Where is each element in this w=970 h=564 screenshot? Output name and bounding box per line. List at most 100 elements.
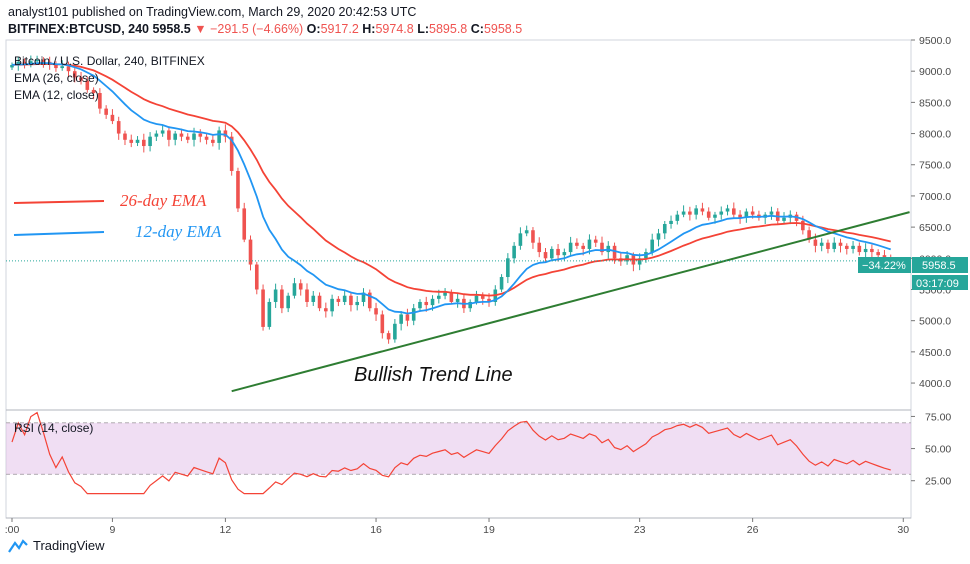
candle-body <box>248 239 253 265</box>
candle-body <box>160 130 165 134</box>
candle-body <box>512 245 516 259</box>
price-badge-text: 5958.5 <box>922 260 956 272</box>
candle-body <box>870 248 874 253</box>
candle-body <box>399 314 403 324</box>
candle-body <box>430 298 435 306</box>
candle-body <box>612 245 617 259</box>
candle-body <box>129 139 134 143</box>
candle-body <box>506 258 510 278</box>
candle-body <box>694 208 698 215</box>
candle-body <box>719 211 724 215</box>
candle-body <box>443 292 447 296</box>
time-tick-label: :00 <box>5 524 20 536</box>
candle-body <box>449 292 454 302</box>
close-value: 5958.5 <box>483 22 523 36</box>
candle-body <box>518 233 523 246</box>
candle-body <box>148 136 152 147</box>
candle-body <box>380 314 385 334</box>
candle-body <box>22 61 27 64</box>
time-tick-label: 12 <box>220 524 232 536</box>
candle-body <box>211 139 215 143</box>
rsi-legend: RSI (14, close) <box>14 421 93 435</box>
candle-body <box>223 130 228 137</box>
candle-body <box>637 258 642 265</box>
price-tick-label: 6500.0 <box>919 222 951 234</box>
countdown-badge <box>912 275 968 290</box>
candle-body <box>179 133 184 137</box>
rsi-tick-label: 75.00 <box>925 411 951 423</box>
ema12-legend: EMA (12, close) <box>14 88 99 102</box>
candle-body <box>273 289 278 302</box>
candle-body <box>185 136 190 140</box>
price-tick-label: 9500.0 <box>919 35 951 47</box>
candle-body <box>411 308 416 321</box>
candle-body <box>405 314 410 321</box>
candle-body <box>713 214 717 218</box>
candle-body <box>418 301 422 309</box>
candle-body <box>675 214 680 221</box>
price-axis: 4000.04500.05000.05500.06000.06500.07000… <box>911 35 951 390</box>
low-label: L: <box>417 22 430 36</box>
candle-body <box>575 242 579 246</box>
candle-body <box>725 208 730 212</box>
candle-body <box>66 66 71 72</box>
rsi-axis: 25.00 50.00 75.00 <box>911 411 951 488</box>
candle-body <box>355 301 360 306</box>
down-arrow-icon: ▼ <box>194 22 207 36</box>
candle-body <box>204 136 209 140</box>
candle-body <box>782 217 786 221</box>
candle-body <box>732 208 736 215</box>
time-axis: :00 9 12 16 19 23 26 30 <box>5 518 909 536</box>
price-badge <box>912 257 968 273</box>
candle-body <box>524 230 529 234</box>
candle-body <box>669 220 673 224</box>
candle-body <box>581 245 585 249</box>
candle-body <box>587 239 592 249</box>
candle-body <box>876 252 880 256</box>
footer-brand[interactable]: TradingView <box>8 538 105 553</box>
candle-body <box>531 230 535 243</box>
candle-body <box>826 242 830 249</box>
symbol-label[interactable]: BITFINEX:BTCUSD, 240 <box>8 22 149 36</box>
pct-badge-text: −34.22% <box>862 260 906 272</box>
candle-body <box>807 230 811 240</box>
candle-body <box>832 242 837 249</box>
candles-group <box>10 55 893 344</box>
close-label: C: <box>470 22 484 36</box>
time-tick-label: 30 <box>897 524 909 536</box>
ohlc-line: BITFINEX:BTCUSD, 240 5958.5 ▼ −291.5 (−4… <box>8 22 522 36</box>
candle-body <box>286 295 290 309</box>
candle-body <box>480 295 485 299</box>
price-tick-label: 4500.0 <box>919 347 951 359</box>
candle-body <box>98 93 102 109</box>
countdown-text: 03:17:09 <box>916 278 959 290</box>
candle-body <box>123 133 127 140</box>
high-label: H: <box>362 22 376 36</box>
candle-body <box>801 220 805 231</box>
low-value: 5895.8 <box>429 22 468 36</box>
candle-body <box>819 242 824 246</box>
candle-body <box>543 252 548 259</box>
candle-body <box>342 295 347 302</box>
candle-body <box>700 208 705 212</box>
candle-body <box>280 289 284 309</box>
candle-body <box>10 64 14 68</box>
ema12-annotation: 12-day EMA <box>135 222 222 241</box>
candle-body <box>167 130 171 140</box>
candle-body <box>499 277 504 290</box>
candle-body <box>681 211 686 215</box>
candle-body <box>600 242 604 253</box>
candle-body <box>769 211 774 215</box>
candle-body <box>35 59 39 62</box>
candle-body <box>487 298 491 302</box>
candle-body <box>688 211 692 215</box>
candle-body <box>142 139 146 147</box>
ema26-annotation-line <box>13 200 105 204</box>
ema12-annotation-line <box>13 231 105 236</box>
candle-body <box>744 211 749 218</box>
candle-body <box>374 308 378 315</box>
open-label: O: <box>306 22 321 36</box>
candle-body <box>217 130 221 143</box>
candle-body <box>173 133 177 140</box>
